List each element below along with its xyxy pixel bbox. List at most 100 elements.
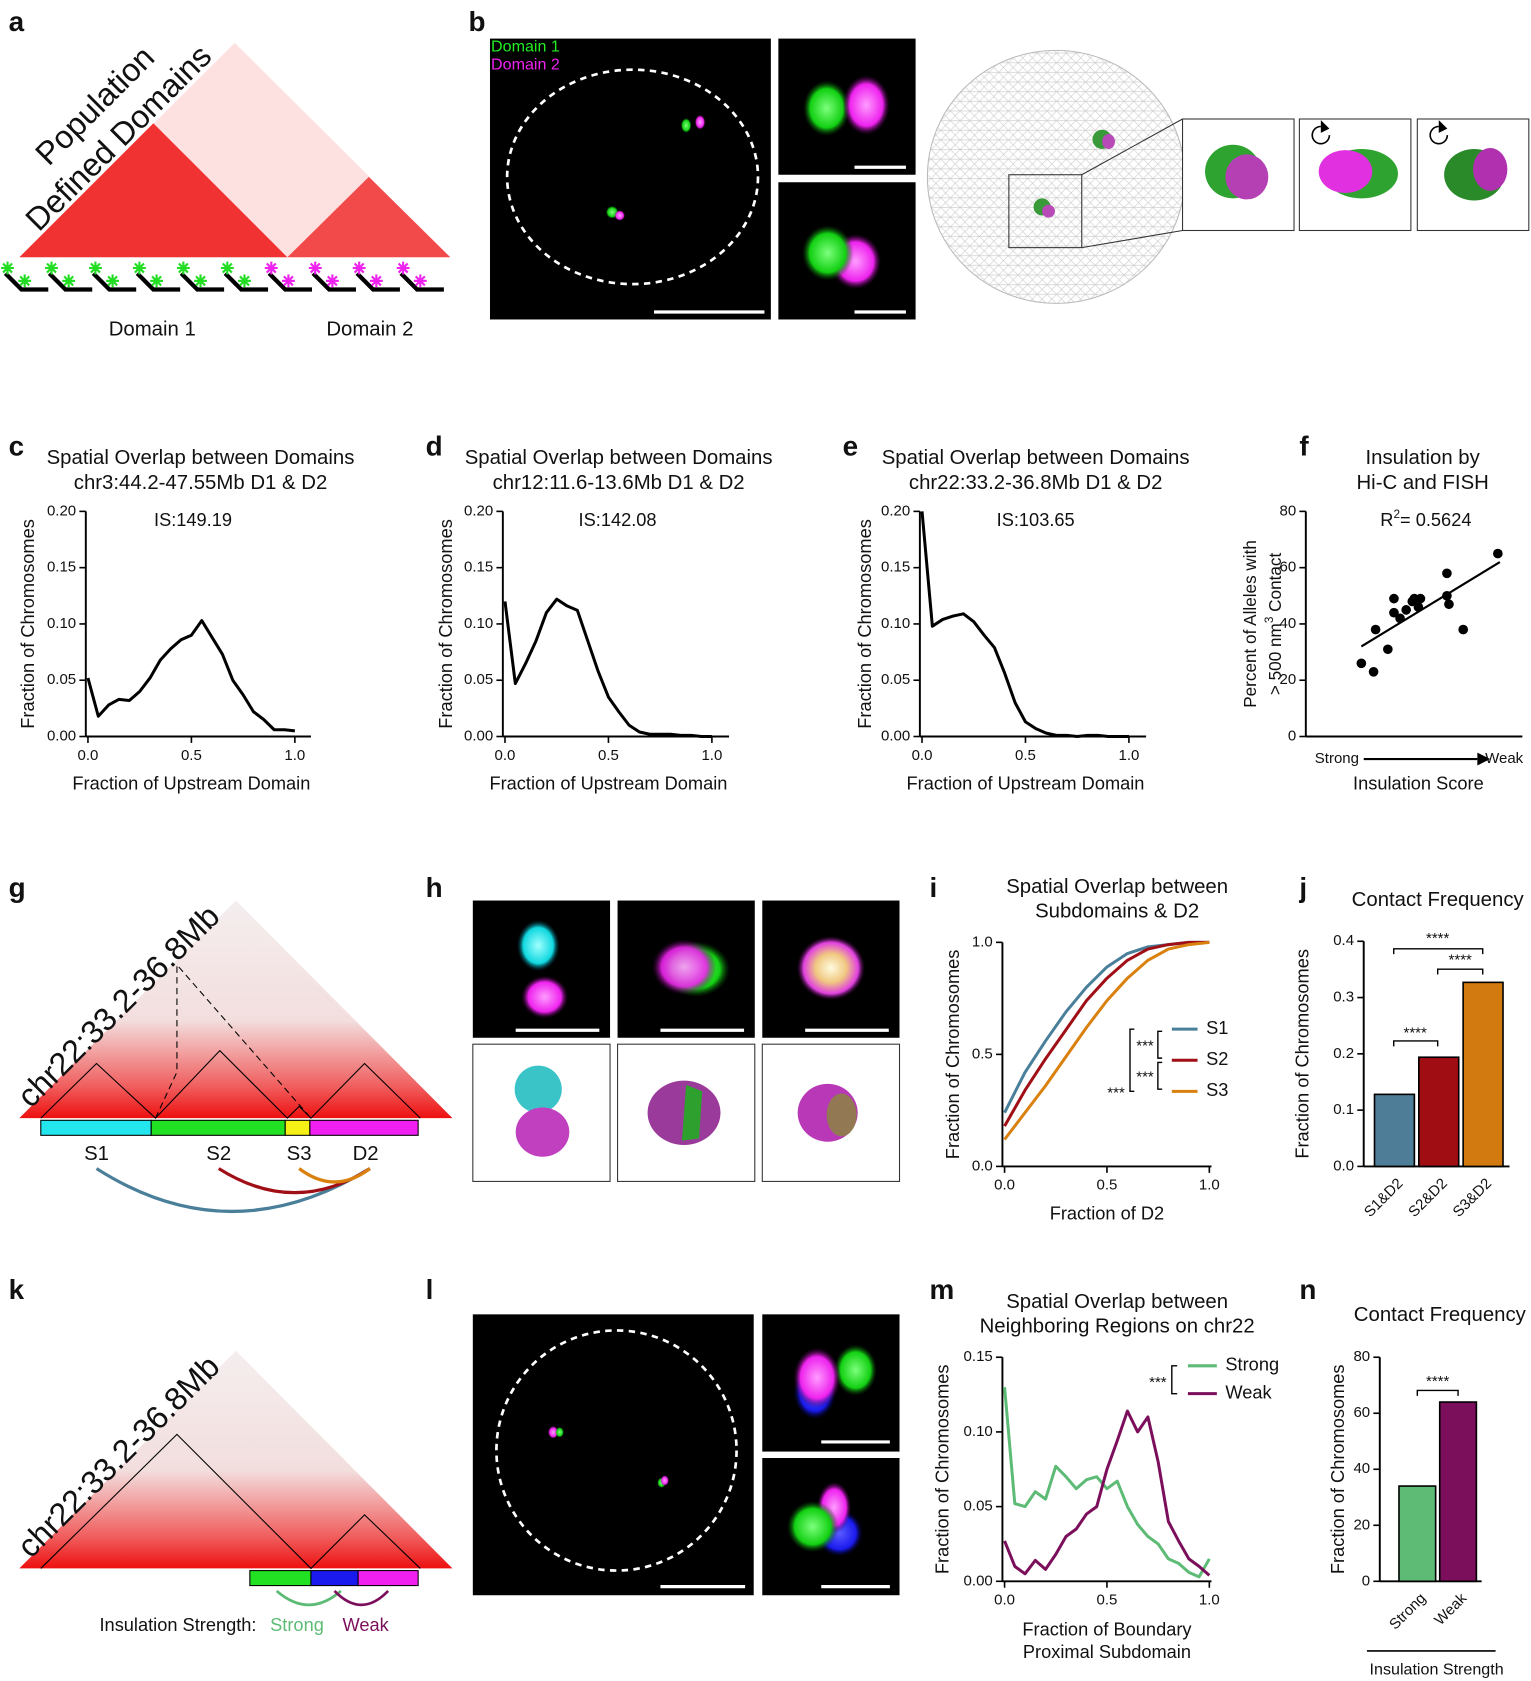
point <box>1395 613 1405 624</box>
decoration <box>1416 1389 1459 1396</box>
legend-label: Strong <box>1225 1355 1279 1375</box>
decoration <box>40 1119 152 1136</box>
panel-label: n <box>1299 1274 1316 1305</box>
panel-label: f <box>1299 430 1309 461</box>
chart-title: Contact Frequency <box>1352 889 1525 911</box>
bead <box>223 271 269 292</box>
decoration <box>1436 968 1484 975</box>
decoration <box>95 1167 371 1214</box>
x-tick-label: 0.5 <box>1097 1592 1118 1609</box>
legend-label: Weak <box>1225 1382 1272 1402</box>
y-tick-label: 0.20 <box>464 502 493 519</box>
chart-title: Spatial Overlap between Domains <box>465 447 773 469</box>
significance: **** <box>1403 1024 1427 1041</box>
bead-star <box>265 262 277 274</box>
decoration <box>614 210 626 221</box>
bead-star <box>107 275 118 287</box>
bead-star <box>371 275 382 287</box>
chart-title: Subdomains & D2 <box>1035 901 1199 923</box>
x-tick-label: S2&D2 <box>1405 1175 1451 1221</box>
decoration <box>793 1347 841 1408</box>
bead-star <box>19 275 31 287</box>
panel-label: i <box>930 872 938 903</box>
y-axis-title: Fraction of Chromosomes <box>1292 949 1312 1159</box>
y-tick-label: 0.10 <box>881 615 910 632</box>
decoration <box>926 49 1186 304</box>
bead-star <box>90 262 101 274</box>
x-tick-label: 1.0 <box>284 747 305 764</box>
bead-star <box>195 275 206 287</box>
decoration <box>495 1329 738 1572</box>
y-tick-label: 0.00 <box>964 1572 993 1589</box>
y-axis-title: > 500 nm3 Contact <box>1262 553 1284 696</box>
decoration <box>1393 948 1484 955</box>
decoration <box>249 1570 312 1587</box>
legend-label: Domain 2 <box>491 56 560 74</box>
y-tick-label: 0.5 <box>972 1045 993 1062</box>
decoration <box>1429 125 1449 145</box>
panel-label: e <box>843 430 859 461</box>
y-tick-label: 0.0 <box>1333 1157 1354 1174</box>
y-tick-label: 0.10 <box>47 615 76 632</box>
significance: *** <box>1136 1037 1154 1054</box>
segment-label: S2 <box>206 1143 231 1165</box>
decoration <box>333 1590 390 1607</box>
y-tick-label: 0 <box>1288 727 1296 744</box>
x-tick-label: S1&D2 <box>1361 1175 1407 1221</box>
y-axis-title: Fraction of Chromosomes <box>18 519 38 729</box>
point <box>1401 605 1411 615</box>
annotation: IS:103.65 <box>997 510 1075 530</box>
bead-star <box>283 275 294 287</box>
bead-star <box>222 262 233 274</box>
decoration <box>516 919 560 972</box>
chart-title: Spatial Overlap between Domains <box>47 447 355 469</box>
y-tick-label: 0.20 <box>881 502 910 519</box>
x-axis-title: Fraction of Boundary <box>1022 1619 1192 1639</box>
point <box>1415 593 1426 604</box>
bead <box>135 271 181 292</box>
text-part: > 500 nm <box>1264 623 1284 695</box>
chart-title: Neighboring Regions on chr22 <box>980 1316 1255 1338</box>
decoration <box>472 1314 754 1596</box>
panel-label: k <box>9 1274 25 1305</box>
point <box>1368 666 1379 677</box>
decoration <box>1081 229 1183 249</box>
decoration <box>803 80 851 137</box>
decoration <box>1311 125 1331 145</box>
bar <box>1373 1093 1416 1168</box>
x-end-label: Weak <box>1485 750 1524 767</box>
decoration <box>275 1589 342 1607</box>
decoration <box>309 1119 419 1136</box>
decoration <box>521 975 569 1019</box>
annotation: IS:142.08 <box>579 510 657 530</box>
decoration <box>1008 174 1083 249</box>
bead <box>399 271 444 292</box>
decoration <box>555 1426 564 1438</box>
decoration <box>40 1433 421 1570</box>
decoration <box>1225 154 1269 200</box>
annotation: IS:149.19 <box>154 510 232 530</box>
point <box>1442 590 1452 601</box>
line <box>1003 940 1210 1141</box>
x-tick-label: 0.0 <box>912 747 933 764</box>
decoration <box>1157 1030 1163 1059</box>
legend-label: Domain 1 <box>491 37 560 55</box>
x-tick-label: 0.5 <box>181 747 202 764</box>
decoration <box>298 1167 371 1184</box>
y-tick-label: 0.0 <box>972 1157 993 1174</box>
y-tick-label: 20 <box>1353 1516 1370 1533</box>
x-tick-label: 1.0 <box>701 747 722 764</box>
line <box>1003 940 1210 1127</box>
bead-star <box>134 262 145 274</box>
decoration <box>796 935 866 1001</box>
decoration <box>1473 147 1508 191</box>
line <box>1003 1409 1211 1577</box>
x-axis-title: Fraction of Upstream Domain <box>906 774 1144 794</box>
y-tick-label: 0.15 <box>464 559 493 576</box>
decoration <box>287 176 451 258</box>
x-tick-label: 0.0 <box>495 747 516 764</box>
text-part: 3 <box>1262 616 1275 623</box>
decoration <box>1320 120 1330 133</box>
legend-label: Weak <box>342 1615 389 1635</box>
y-tick-label: 60 <box>1279 559 1296 576</box>
